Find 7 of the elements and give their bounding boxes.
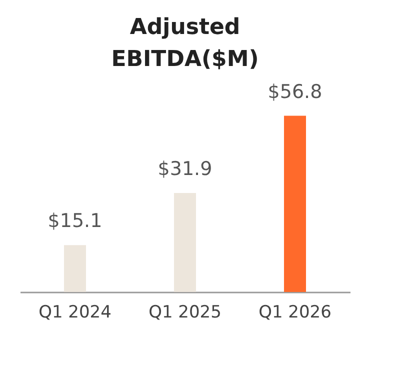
- chart-title: Adjusted EBITDA($M): [111, 15, 259, 72]
- x-tick-label: Q1 2025: [148, 302, 222, 322]
- data-label: $56.8: [268, 80, 322, 103]
- data-label: $31.9: [158, 158, 212, 180]
- x-tick-label: Q1 2026: [258, 302, 332, 322]
- x-tick-label: Q1 2024: [38, 302, 112, 322]
- data-label: $15.1: [48, 210, 102, 232]
